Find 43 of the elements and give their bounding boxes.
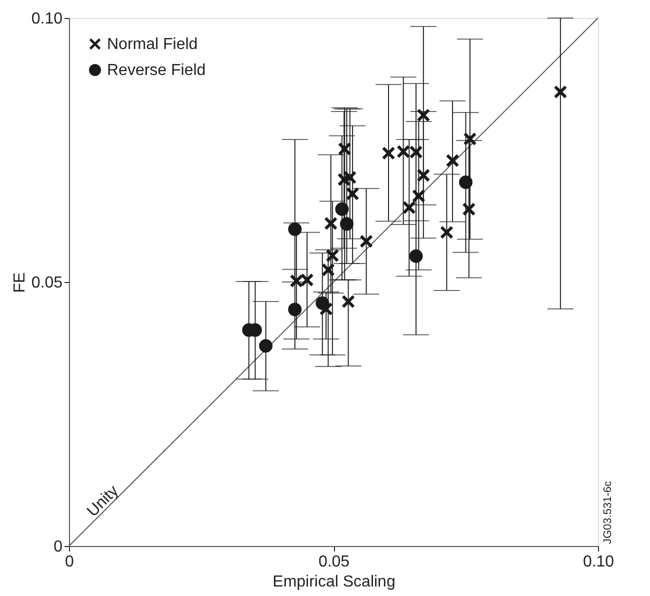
x-axis-title: Empirical Scaling: [272, 574, 396, 590]
point: [416, 108, 430, 122]
point: [324, 216, 338, 230]
point: [343, 170, 357, 184]
point: [321, 263, 335, 277]
x-tick-label: 0.05: [318, 554, 350, 570]
y-tick-label: 0.05: [31, 274, 63, 292]
legend-label: Reverse Field: [107, 62, 206, 79]
point: [316, 296, 330, 310]
point: [288, 222, 302, 236]
point: [440, 226, 454, 240]
text: JG03.531-6c: [602, 480, 614, 544]
y-tick-label: 0.10: [31, 10, 63, 28]
point: [342, 294, 356, 308]
point: [409, 145, 423, 159]
legend-label: Normal Field: [107, 36, 198, 53]
point: [337, 172, 351, 186]
x-tick-label: 0.10: [582, 554, 614, 570]
point: [462, 202, 476, 216]
point: [459, 175, 472, 189]
point: [346, 187, 360, 201]
point: [554, 85, 568, 99]
point: [409, 249, 423, 263]
point: [340, 217, 354, 231]
point: [396, 144, 410, 158]
y-tick-label: 0: [54, 538, 63, 556]
point: [338, 142, 352, 156]
x-tick-label: 0: [65, 554, 74, 570]
point: [416, 168, 430, 182]
point: [335, 202, 349, 216]
point: [412, 189, 426, 203]
point: [300, 273, 314, 287]
point: [288, 302, 302, 316]
point: [402, 200, 416, 214]
point: [319, 302, 333, 316]
y-axis-title: FE: [11, 272, 28, 293]
point: [446, 154, 460, 168]
point: [382, 146, 396, 160]
point: [463, 132, 477, 146]
point: [259, 339, 273, 353]
point: [326, 248, 340, 262]
point: [290, 274, 304, 288]
point: [360, 234, 374, 248]
